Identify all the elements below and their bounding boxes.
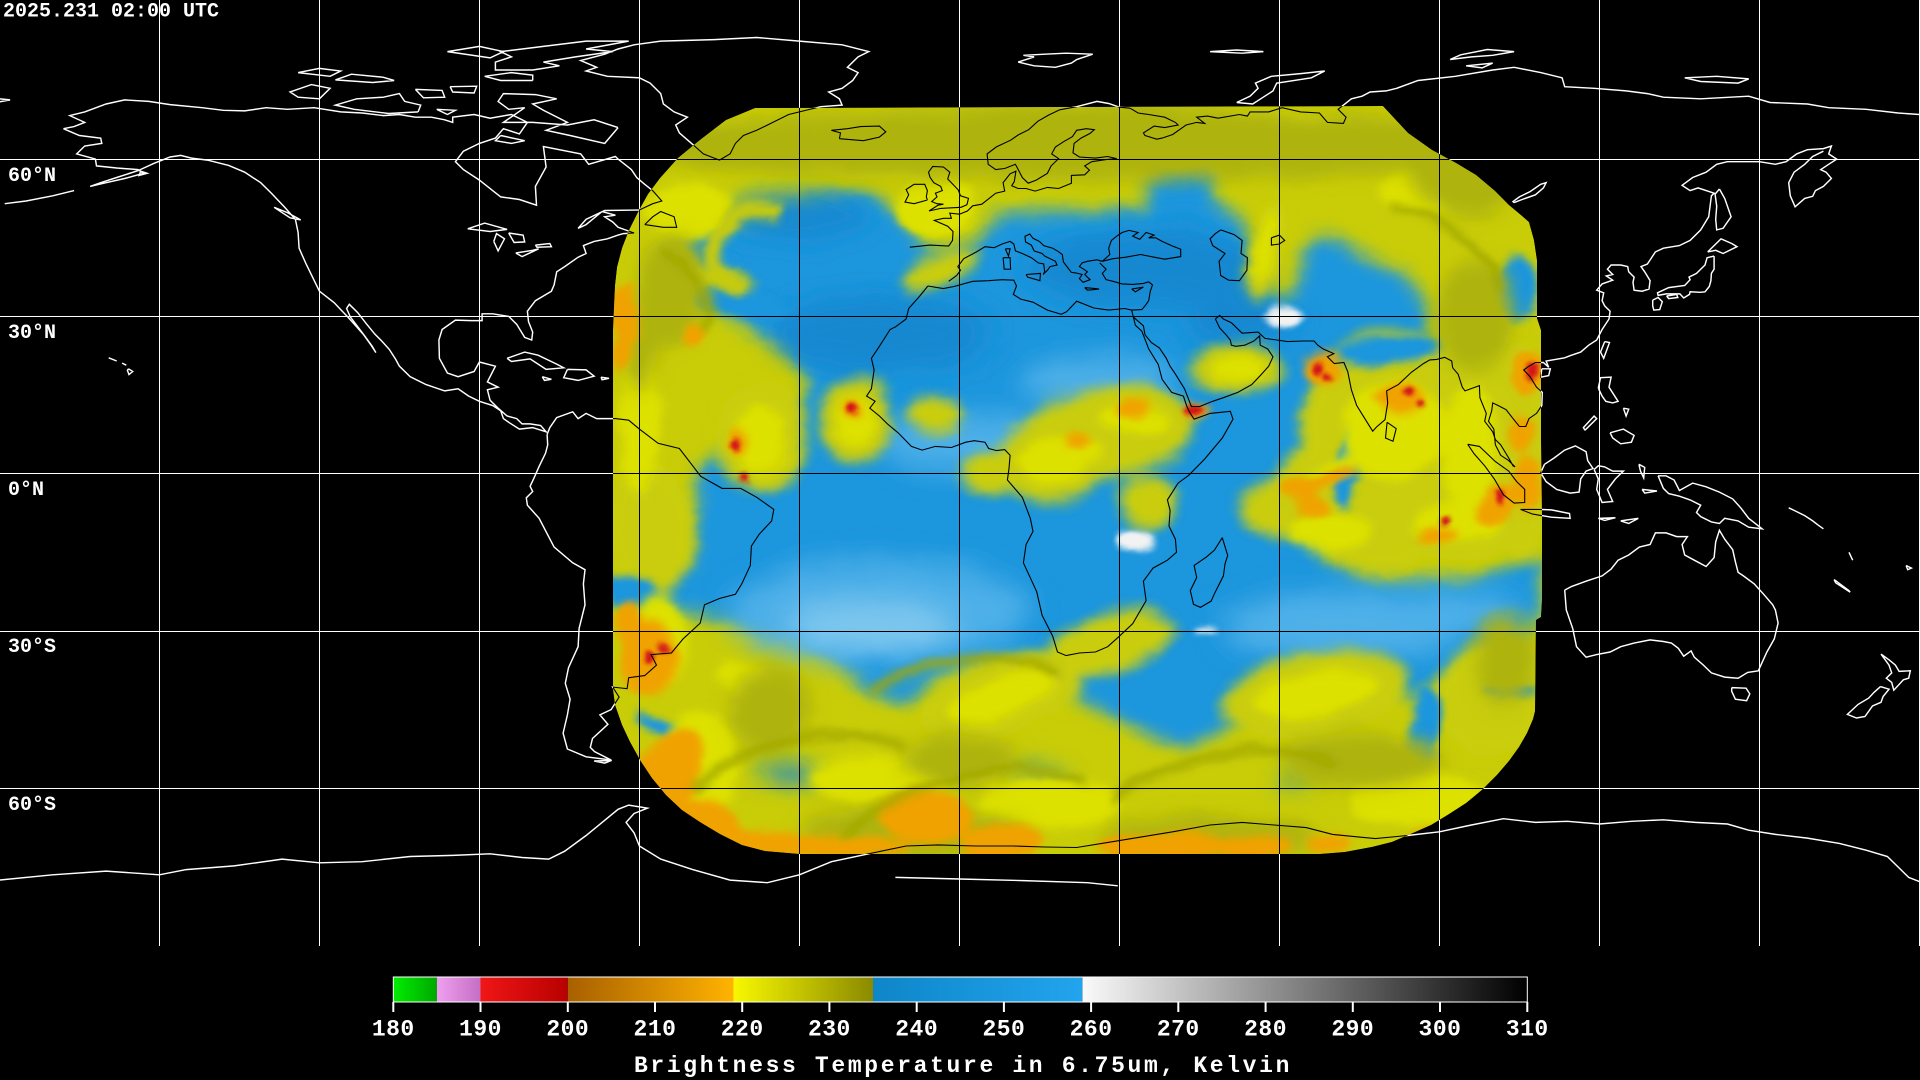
svg-text:190: 190: [459, 1017, 502, 1043]
svg-text:310: 310: [1506, 1017, 1549, 1043]
svg-text:30°S: 30°S: [8, 636, 56, 659]
svg-text:290: 290: [1331, 1017, 1374, 1043]
svg-text:230: 230: [808, 1017, 851, 1043]
svg-text:280: 280: [1244, 1017, 1287, 1043]
svg-text:Brightness Temperature in 6.75: Brightness Temperature in 6.75um, Kelvin: [634, 1053, 1292, 1079]
svg-text:60°N: 60°N: [8, 165, 56, 188]
svg-text:240: 240: [895, 1017, 938, 1043]
svg-text:30°N: 30°N: [8, 322, 56, 345]
svg-text:60°S: 60°S: [8, 794, 56, 817]
svg-text:200: 200: [546, 1017, 589, 1043]
svg-text:300: 300: [1419, 1017, 1462, 1043]
svg-text:210: 210: [634, 1017, 677, 1043]
svg-text:250: 250: [982, 1017, 1025, 1043]
svg-text:260: 260: [1070, 1017, 1113, 1043]
svg-text:220: 220: [721, 1017, 764, 1043]
svg-text:0°N: 0°N: [8, 479, 44, 502]
svg-text:180: 180: [372, 1017, 415, 1043]
svg-text:270: 270: [1157, 1017, 1200, 1043]
svg-text:2025.231 02:00 UTC: 2025.231 02:00 UTC: [3, 1, 219, 24]
